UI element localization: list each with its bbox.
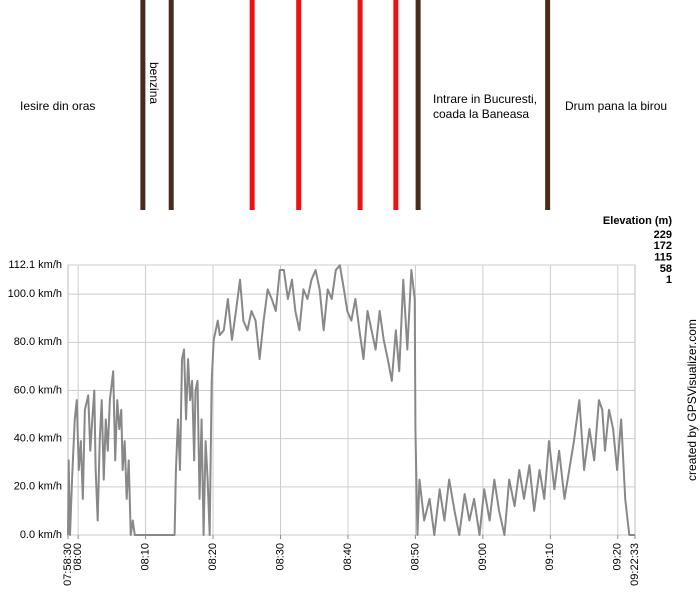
x-tick-label: 07:58:30 <box>62 543 74 586</box>
legend-value: 1 <box>666 274 672 286</box>
legend-value: 229 <box>654 229 672 241</box>
x-tick-label: 08:30 <box>274 543 286 571</box>
x-tick-label: 08:00 <box>72 543 84 571</box>
x-tick-label: 08:50 <box>409 543 421 571</box>
y-tick-label: 80.0 km/h <box>14 336 62 348</box>
x-tick-label: 08:20 <box>207 543 219 571</box>
x-tick-label: 08:40 <box>342 543 354 571</box>
x-tick-label: 09:22:33 <box>629 543 641 586</box>
y-tick-label: 40.0 km/h <box>14 433 62 445</box>
y-tick-label: 20.0 km/h <box>14 481 62 493</box>
annotation: Intrare in Bucuresti, <box>433 92 537 106</box>
y-tick-label: 60.0 km/h <box>14 384 62 396</box>
y-tick-label: 112.1 km/h <box>8 259 62 271</box>
annotation: benzina <box>147 62 161 104</box>
legend-value: 115 <box>654 252 672 264</box>
x-tick-label: 09:20 <box>612 543 624 571</box>
x-tick-label: 08:10 <box>139 543 151 571</box>
x-tick-label: 09:10 <box>544 543 556 571</box>
annotation: Drum pana la birou <box>565 99 667 113</box>
legend-title: Elevation (m) <box>603 215 672 227</box>
y-tick-label: 0.0 km/h <box>20 529 62 541</box>
speed-line <box>67 264 635 536</box>
x-tick-label: 09:00 <box>477 543 489 571</box>
y-tick-label: 100.0 km/h <box>8 288 62 300</box>
credit: created by GPSVisualizer.com <box>685 319 699 481</box>
annotation: coada la Baneasa <box>433 107 529 121</box>
annotation: Iesire din oras <box>20 99 95 113</box>
legend-value: 58 <box>660 263 672 275</box>
legend-value: 172 <box>654 240 672 252</box>
